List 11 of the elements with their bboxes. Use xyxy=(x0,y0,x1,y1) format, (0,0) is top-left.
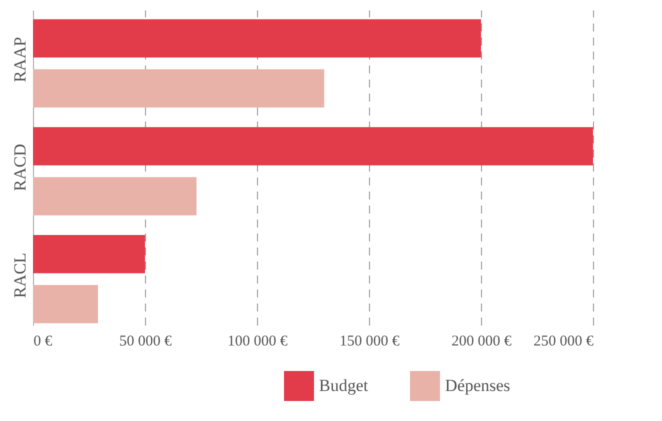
legend-label: Budget xyxy=(319,376,368,395)
y-tick-label: RAAP xyxy=(10,36,30,82)
x-tick-label: 150 000 € xyxy=(340,334,400,350)
legend-label: Dépenses xyxy=(445,376,510,395)
x-tick-label: 200 000 € xyxy=(452,334,512,350)
x-tick-label: 0 € xyxy=(34,334,53,350)
x-tick-label: 50 000 € xyxy=(119,334,172,350)
x-tick-label: 250 000 € xyxy=(534,334,594,350)
y-tick-label: RACD xyxy=(10,144,30,192)
x-tick-label: 100 000 € xyxy=(228,334,288,350)
y-tick-label: RACL xyxy=(10,252,30,298)
